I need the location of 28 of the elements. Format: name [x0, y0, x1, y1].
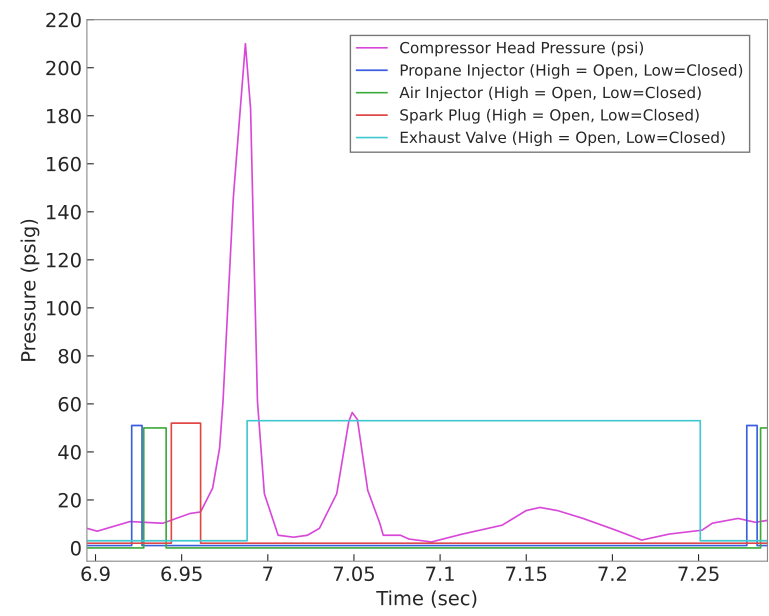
x-tick-label: 7.1	[426, 566, 454, 581]
y-tick-label: 80	[58, 348, 81, 364]
y-tick-label: 160	[47, 156, 81, 172]
x-tick-label: 7.15	[506, 566, 546, 582]
y-tick-label: 140	[47, 204, 81, 220]
x-tick-label: 7.25	[678, 566, 718, 582]
x-axis-title: Time (sec)	[376, 590, 476, 608]
y-tick-label: 40	[58, 444, 81, 460]
y-tick-label: 100	[47, 300, 81, 316]
legend-label: Exhaust Valve (High = Open, Low=Closed)	[400, 131, 725, 146]
x-tick-label: 6.95	[161, 566, 202, 582]
y-tick-label: 220	[46, 12, 81, 28]
x-tick-label: 6.9	[81, 566, 110, 582]
legend-label: Spark Plug (High = Open, Low=Closed)	[400, 108, 699, 124]
line-series	[86, 42, 768, 543]
y-tick-label: 60	[58, 396, 81, 412]
y-tick-label: 20	[58, 492, 81, 508]
y-tick-label: 120	[47, 252, 81, 268]
y-tick-label: 180	[47, 108, 81, 124]
legend-label: Compressor Head Pressure (psi)	[400, 42, 644, 56]
x-tick-label: 7.05	[334, 566, 374, 582]
y-axis-title: Pressure (psig)	[20, 220, 40, 361]
legend-label: Air Injector (High = Open, Low=Closed)	[399, 86, 701, 102]
y-tick-label: 0	[70, 540, 81, 556]
legend-label: Propane Injector (High = Open, Low=Closed)	[400, 64, 742, 79]
x-tick-label: 7.2	[598, 566, 626, 581]
y-tick-label: 200	[46, 60, 81, 76]
x-tick-label: 7	[263, 566, 272, 581]
